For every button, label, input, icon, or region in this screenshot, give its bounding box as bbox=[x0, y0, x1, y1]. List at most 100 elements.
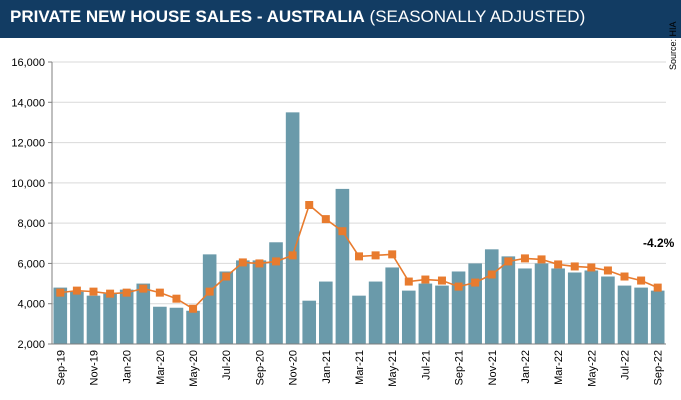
line-marker bbox=[637, 276, 646, 285]
y-tick-label: 2,000 bbox=[17, 339, 45, 351]
bar bbox=[435, 285, 449, 344]
line-marker bbox=[504, 257, 513, 266]
bar bbox=[153, 306, 167, 344]
line-marker bbox=[172, 294, 181, 303]
line-marker bbox=[421, 275, 430, 284]
line-marker bbox=[603, 266, 612, 275]
bar bbox=[617, 285, 632, 344]
line-marker bbox=[255, 259, 264, 268]
x-tick-label: Sep-19 bbox=[55, 350, 67, 385]
bar-series bbox=[53, 112, 665, 344]
bar bbox=[584, 270, 599, 344]
bar bbox=[86, 295, 101, 344]
y-tick-label: 14,000 bbox=[11, 97, 45, 109]
line-marker bbox=[520, 254, 529, 263]
bar bbox=[385, 267, 399, 344]
bar bbox=[451, 271, 466, 344]
line-marker bbox=[321, 215, 330, 224]
line-series bbox=[56, 201, 662, 313]
header-banner: PRIVATE NEW HOUSE SALES - AUSTRALIA (SEA… bbox=[0, 0, 681, 38]
line-marker bbox=[487, 270, 496, 279]
line-marker bbox=[570, 262, 579, 271]
line-marker bbox=[388, 250, 397, 259]
x-tick-label: Jan-20 bbox=[122, 350, 134, 384]
x-tick-label: May-20 bbox=[188, 350, 200, 387]
bar bbox=[401, 290, 416, 344]
line-marker bbox=[238, 258, 247, 267]
bar bbox=[236, 260, 250, 344]
bar bbox=[103, 293, 117, 344]
bar bbox=[484, 249, 499, 344]
line-marker bbox=[288, 251, 297, 260]
y-tick-label: 12,000 bbox=[11, 138, 45, 150]
x-tick-label: Mar-22 bbox=[553, 350, 565, 385]
x-tick-label: Nov-21 bbox=[487, 350, 499, 385]
bar bbox=[601, 276, 615, 344]
line-marker bbox=[305, 201, 314, 210]
line-marker bbox=[554, 260, 563, 269]
line-marker bbox=[155, 288, 164, 297]
bar bbox=[518, 268, 532, 344]
line-marker bbox=[189, 304, 198, 313]
bar bbox=[650, 290, 665, 344]
line-marker bbox=[653, 283, 662, 292]
title-subtitle: (SEASONALLY ADJUSTED) bbox=[364, 7, 586, 26]
axes: 2,000 4,000 6,000 8,000 10,000 12,000 14,000 16… bbox=[11, 57, 666, 387]
line-marker bbox=[587, 263, 596, 272]
bar bbox=[285, 112, 300, 344]
bar bbox=[219, 271, 234, 344]
line-marker bbox=[437, 276, 446, 285]
bar bbox=[70, 291, 84, 344]
line-marker bbox=[537, 255, 546, 264]
bar bbox=[335, 188, 350, 344]
bar bbox=[136, 283, 151, 344]
bar bbox=[551, 268, 565, 344]
bar bbox=[468, 263, 482, 344]
line-marker bbox=[454, 282, 463, 291]
x-tick-label: Mar-20 bbox=[155, 350, 167, 385]
annotation-label: -4.2% bbox=[643, 236, 675, 250]
x-tick-label: Jul-21 bbox=[420, 350, 432, 380]
line-marker bbox=[338, 227, 347, 236]
gridlines bbox=[52, 61, 666, 345]
line-marker bbox=[620, 272, 629, 281]
line-marker bbox=[205, 287, 214, 296]
line-marker bbox=[272, 257, 281, 266]
line-marker bbox=[122, 288, 131, 297]
line-marker bbox=[471, 278, 480, 287]
x-tick-label: May-21 bbox=[387, 350, 399, 387]
x-tick-label: Jul-20 bbox=[221, 350, 233, 380]
x-tick-label: Jan-21 bbox=[321, 350, 333, 384]
source-note: Source: HIA bbox=[668, 21, 678, 70]
bar bbox=[501, 256, 516, 344]
y-tick-label: 4,000 bbox=[17, 299, 45, 311]
chart-title: PRIVATE NEW HOUSE SALES - AUSTRALIA (SEA… bbox=[10, 7, 585, 27]
x-tick-label: Sep-21 bbox=[454, 350, 466, 385]
bar bbox=[352, 295, 366, 344]
bar bbox=[202, 254, 217, 344]
x-tick-label: Jan-22 bbox=[520, 350, 532, 384]
line-marker bbox=[371, 251, 380, 260]
bar bbox=[119, 289, 134, 344]
bar bbox=[418, 283, 433, 344]
line-marker bbox=[355, 252, 363, 261]
chart-plot: 2,000 4,000 6,000 8,000 10,000 12,000 14,000 16… bbox=[11, 57, 675, 387]
bar bbox=[169, 307, 184, 344]
line-marker bbox=[72, 286, 81, 295]
bar bbox=[302, 300, 317, 344]
x-tick-label: Jul-22 bbox=[620, 350, 632, 380]
title-main: PRIVATE NEW HOUSE SALES - AUSTRALIA bbox=[10, 7, 365, 26]
x-tick-label: Sep-20 bbox=[254, 350, 266, 385]
bar bbox=[534, 263, 549, 344]
line-marker bbox=[106, 289, 115, 298]
bar bbox=[269, 242, 283, 344]
line-marker bbox=[139, 284, 148, 293]
bar bbox=[319, 281, 333, 344]
bar bbox=[368, 281, 383, 344]
line-marker bbox=[222, 272, 231, 281]
bar bbox=[186, 310, 200, 344]
line-marker bbox=[89, 287, 98, 296]
y-tick-label: 10,000 bbox=[11, 178, 45, 190]
bar bbox=[252, 260, 267, 344]
x-tick-label: Mar-21 bbox=[354, 350, 366, 385]
